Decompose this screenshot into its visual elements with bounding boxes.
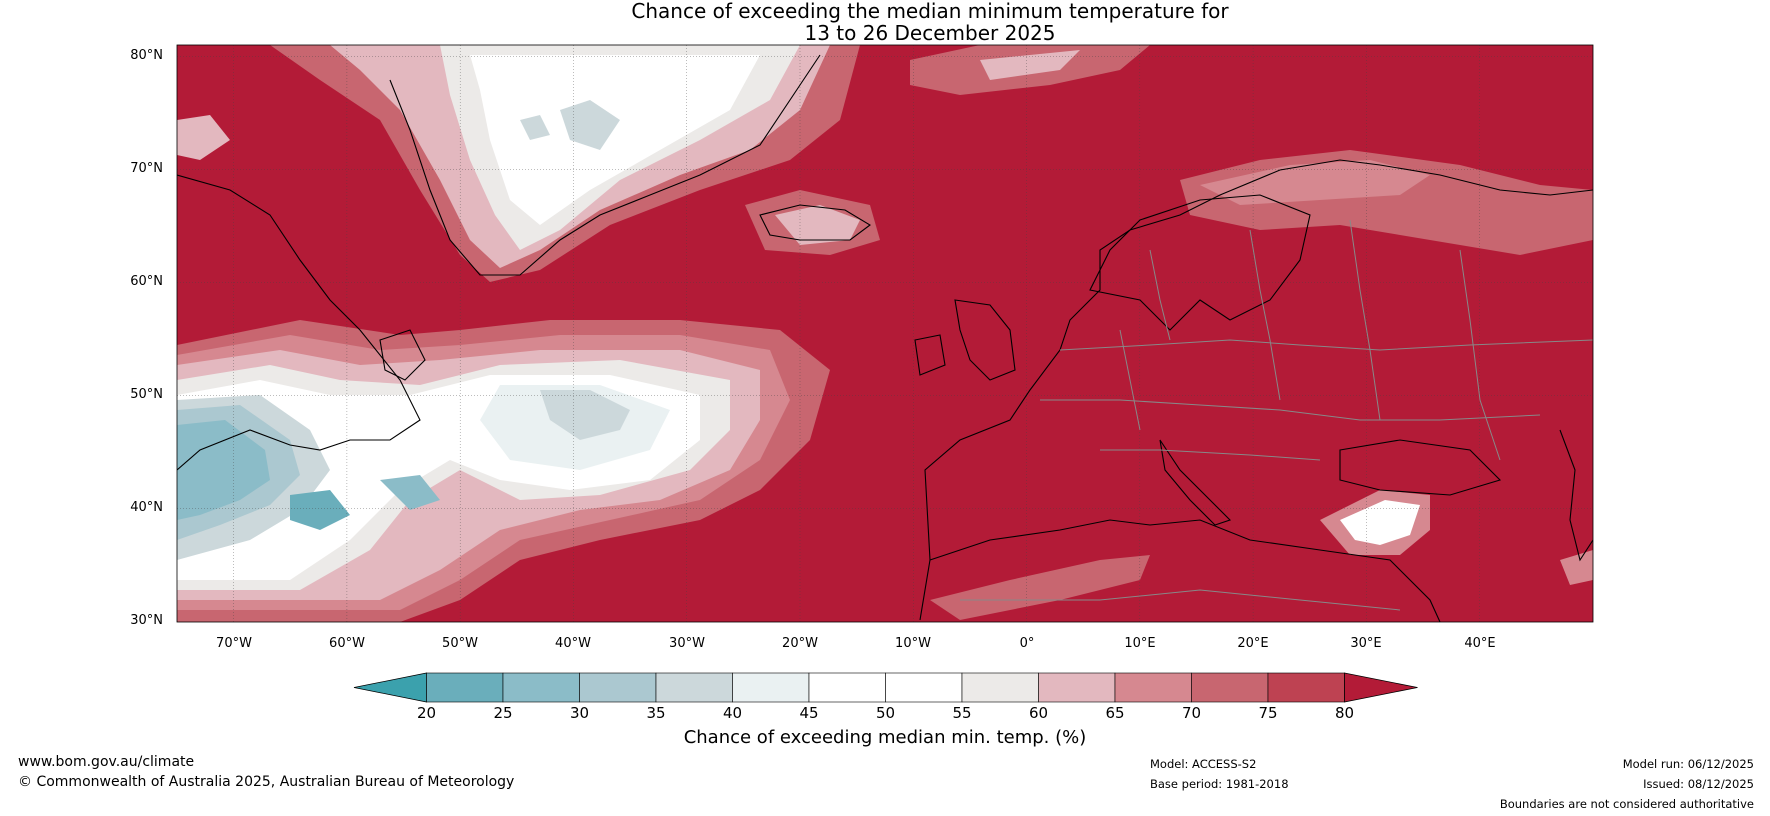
lon-label-30w: 30°W (669, 636, 705, 651)
colorbar-tick-30: 30 (569, 704, 590, 722)
map-area (177, 45, 1593, 622)
colorbar-tick-60: 60 (1028, 704, 1049, 722)
iceland-anomaly-region (745, 190, 880, 255)
scandinavia-anomaly-region (1180, 150, 1593, 255)
scandinavia-coast (1089, 194, 1311, 331)
colorbar-label: Chance of exceeding median min. temp. (%… (683, 727, 1087, 748)
lon-label-60w: 60°W (329, 636, 365, 651)
colorbar-segment (579, 672, 657, 703)
colorbar-tick-80: 80 (1334, 704, 1355, 722)
turkey-anomaly-region (1320, 490, 1430, 555)
lat-label-50n: 50°N (130, 387, 163, 402)
chart-title-line2: 13 to 26 December 2025 (804, 21, 1056, 45)
europe-coast (919, 159, 1381, 621)
footer-issued: Issued: 08/12/2025 (1643, 777, 1754, 791)
colorbar-tick-65: 65 (1105, 704, 1125, 722)
arctic-patch-west (177, 115, 230, 160)
lon-label-10e: 10°E (1124, 636, 1156, 651)
colorbar-segment (426, 672, 504, 703)
colorbar-tick-45: 45 (799, 704, 819, 722)
colorbar-tick-70: 70 (1181, 704, 1202, 722)
lat-label-60n: 60°N (130, 274, 163, 289)
iceland-coast (759, 204, 871, 241)
russia-north-coast (1379, 164, 1593, 196)
colorbar-tick-25: 25 (493, 704, 513, 722)
gridlines (177, 45, 1593, 622)
footer-disclaimer: Boundaries are not considered authoritat… (1499, 797, 1754, 811)
lon-label-50w: 50°W (442, 636, 478, 651)
footer-website: www.bom.gov.au/climate (18, 754, 195, 770)
colorbar-tick-55: 55 (952, 704, 972, 722)
colorbar-tick-75: 75 (1258, 704, 1278, 722)
colorbar-arrow-high (1344, 672, 1418, 703)
lon-label-30e: 30°E (1350, 636, 1382, 651)
colorbar-segment (655, 672, 733, 703)
country-borders (960, 219, 1593, 611)
mediterranean-coast (929, 519, 1441, 622)
footer-copyright: © Commonwealth of Australia 2025, Austra… (18, 774, 515, 790)
italy-coast (1159, 439, 1232, 526)
footer-model-run: Model run: 06/12/2025 (1622, 757, 1754, 771)
colorbar-segment (961, 672, 1039, 703)
colorbar (353, 672, 1418, 703)
lat-label-40n: 40°N (130, 500, 163, 515)
colorbar-segment (1191, 672, 1269, 703)
map-frame (176, 44, 1594, 623)
black-sea-coast (1339, 439, 1502, 496)
greenland-anomaly-region (270, 45, 860, 282)
lon-label-20e: 20°E (1237, 636, 1269, 651)
lon-label-0: 0° (1019, 636, 1035, 651)
colorbar-segment (1114, 672, 1192, 703)
greenland-coast (389, 54, 821, 276)
footer-model: Model: ACCESS-S2 (1150, 757, 1257, 771)
colorbar-segment (502, 672, 580, 703)
lon-label-70w: 70°W (216, 636, 252, 651)
lon-label-40w: 40°W (555, 636, 591, 651)
colorbar-arrow-low (353, 672, 427, 703)
colorbar-tick-50: 50 (875, 704, 896, 722)
lon-label-20w: 20°W (782, 636, 818, 651)
lon-label-40e: 40°E (1464, 636, 1496, 651)
lat-label-30n: 30°N (130, 613, 163, 628)
colorbar-segment (1267, 672, 1345, 703)
chart-title-line1: Chance of exceeding the median minimum t… (631, 0, 1229, 23)
colorbar-segment (1038, 672, 1116, 703)
colorbar-segment (885, 672, 963, 703)
ireland-coast (914, 334, 946, 376)
lon-label-10w: 10°W (895, 636, 931, 651)
colorbar-tick-20: 20 (416, 704, 437, 722)
lat-label-80n: 80°N (130, 48, 163, 63)
coastlines (177, 54, 1593, 622)
caspian-coast (1559, 429, 1593, 562)
newfoundland-coast (379, 329, 426, 381)
lat-label-70n: 70°N (130, 161, 163, 176)
north-america-coast (177, 174, 421, 471)
uk-coast (954, 299, 1016, 381)
footer-base-period: Base period: 1981-2018 (1150, 777, 1289, 791)
north-africa-patch (930, 555, 1150, 620)
colorbar-tick-35: 35 (646, 704, 666, 722)
colorbar-tick-40: 40 (722, 704, 743, 722)
colorbar-segment (732, 672, 810, 703)
colorbar-segment (808, 672, 886, 703)
